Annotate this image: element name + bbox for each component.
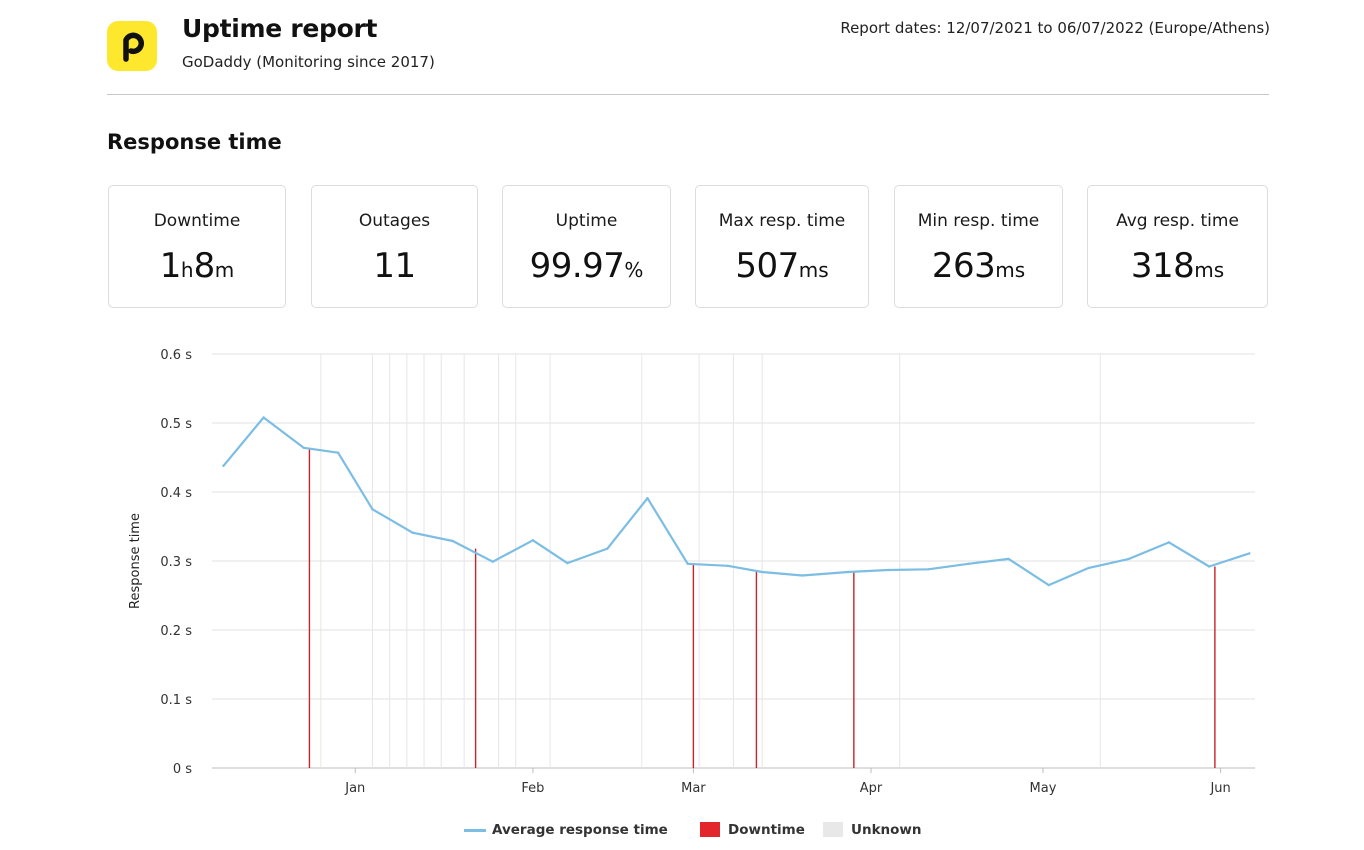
stat-card-min-resp: Min resp. time 263ms bbox=[894, 185, 1063, 308]
stat-value: 99.97% bbox=[529, 246, 644, 286]
x-tick-label: Jun bbox=[1209, 781, 1230, 796]
y-tick-label: 0.3 s bbox=[160, 555, 192, 570]
data-point bbox=[262, 416, 265, 419]
data-point bbox=[1167, 541, 1171, 544]
header-divider bbox=[107, 94, 1269, 95]
data-point bbox=[760, 570, 764, 574]
stat-card-outages: Outages 11 bbox=[311, 185, 478, 308]
stat-label: Uptime bbox=[555, 211, 618, 231]
data-point bbox=[967, 562, 970, 565]
legend-box-swatch bbox=[823, 822, 843, 837]
legend-label: Downtime bbox=[728, 822, 805, 838]
y-tick-label: 0.5 s bbox=[160, 417, 192, 432]
stat-value: 507ms bbox=[735, 246, 829, 286]
data-point bbox=[491, 560, 495, 563]
data-point bbox=[1127, 557, 1131, 561]
stat-label: Outages bbox=[358, 211, 431, 231]
y-tick-label: 0.4 s bbox=[160, 486, 192, 501]
x-tick-label: Mar bbox=[681, 781, 706, 796]
data-point bbox=[846, 570, 850, 574]
x-tick-label: May bbox=[1030, 781, 1057, 796]
data-point bbox=[927, 568, 930, 571]
data-point bbox=[887, 568, 890, 572]
data-point bbox=[1007, 557, 1010, 561]
data-point bbox=[222, 464, 225, 467]
stat-card-uptime: Uptime 99.97% bbox=[502, 185, 671, 308]
x-tick-label: Feb bbox=[521, 781, 544, 796]
stat-label: Avg resp. time bbox=[1116, 211, 1239, 231]
y-tick-label: 0 s bbox=[173, 762, 192, 777]
data-point bbox=[411, 531, 414, 534]
y-tick-label: 0.1 s bbox=[160, 693, 192, 708]
x-tick-label: Apr bbox=[860, 781, 883, 796]
data-point bbox=[801, 574, 804, 577]
stat-card-downtime: Downtime 1h8m bbox=[108, 185, 286, 308]
stat-value: 1h8m bbox=[159, 246, 235, 286]
app-logo bbox=[107, 21, 157, 71]
report-title: Uptime report bbox=[182, 14, 378, 43]
data-point bbox=[531, 539, 535, 542]
stat-card-avg-resp: Avg resp. time 318ms bbox=[1087, 185, 1268, 308]
stat-card-max-resp: Max resp. time 507ms bbox=[695, 185, 869, 308]
response-time-chart: 0 s 0.1 s 0.2 s 0.3 s 0.4 s 0.5 s 0.6 s Jan Feb M… bbox=[128, 348, 1255, 796]
stat-label: Downtime bbox=[153, 211, 241, 231]
y-axis-label: Response time bbox=[128, 513, 143, 609]
stat-value: 263ms bbox=[931, 246, 1026, 286]
legend-label: Average response time bbox=[492, 822, 668, 838]
data-point bbox=[451, 539, 454, 543]
chart-legend: Average response time Downtime Unknown bbox=[0, 820, 1364, 842]
stat-label: Min resp. time bbox=[917, 211, 1040, 231]
data-point bbox=[1207, 565, 1211, 568]
data-point bbox=[302, 446, 305, 450]
report-dates: Report dates: 12/07/2021 to 06/07/2022 (… bbox=[840, 19, 1270, 37]
section-title: Response time bbox=[107, 130, 282, 154]
legend-box-swatch bbox=[700, 822, 720, 837]
legend-label: Unknown bbox=[851, 822, 922, 838]
x-tick-label: Jan bbox=[344, 781, 365, 796]
y-tick-label: 0.2 s bbox=[160, 624, 192, 639]
stat-label: Max resp. time bbox=[718, 211, 846, 231]
data-point bbox=[336, 451, 340, 454]
data-point bbox=[1047, 583, 1050, 587]
series-line-average-response-time bbox=[222, 416, 1251, 587]
stat-value: 318ms bbox=[1130, 246, 1225, 286]
data-point bbox=[371, 508, 374, 511]
data-point bbox=[1248, 552, 1251, 555]
data-point bbox=[726, 564, 729, 568]
data-point bbox=[1087, 566, 1091, 570]
legend-line-swatch bbox=[464, 829, 486, 832]
data-point bbox=[606, 547, 609, 550]
y-tick-label: 0.6 s bbox=[160, 348, 192, 363]
data-point bbox=[646, 497, 649, 500]
logo-p-icon bbox=[123, 32, 144, 62]
report-subtitle: GoDaddy (Monitoring since 2017) bbox=[182, 53, 435, 71]
data-point bbox=[566, 561, 569, 565]
stat-value: 11 bbox=[373, 246, 416, 286]
data-point bbox=[686, 562, 689, 565]
